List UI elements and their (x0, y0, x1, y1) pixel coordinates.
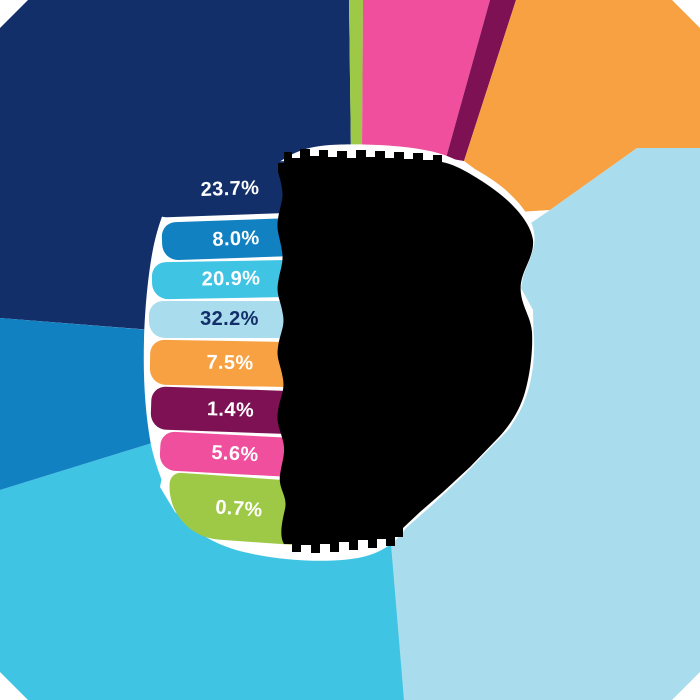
redaction-shape (277, 149, 534, 553)
slice-orange (464, 0, 700, 212)
slice-cyan (0, 443, 404, 700)
slice-pink (362, 0, 490, 158)
slice-pale-blue (389, 148, 700, 700)
slice-plum (446, 0, 516, 161)
legend-value-pale-blue: 32.2% (200, 308, 259, 330)
slice-green (349, 0, 363, 158)
slice-blue (0, 318, 152, 490)
